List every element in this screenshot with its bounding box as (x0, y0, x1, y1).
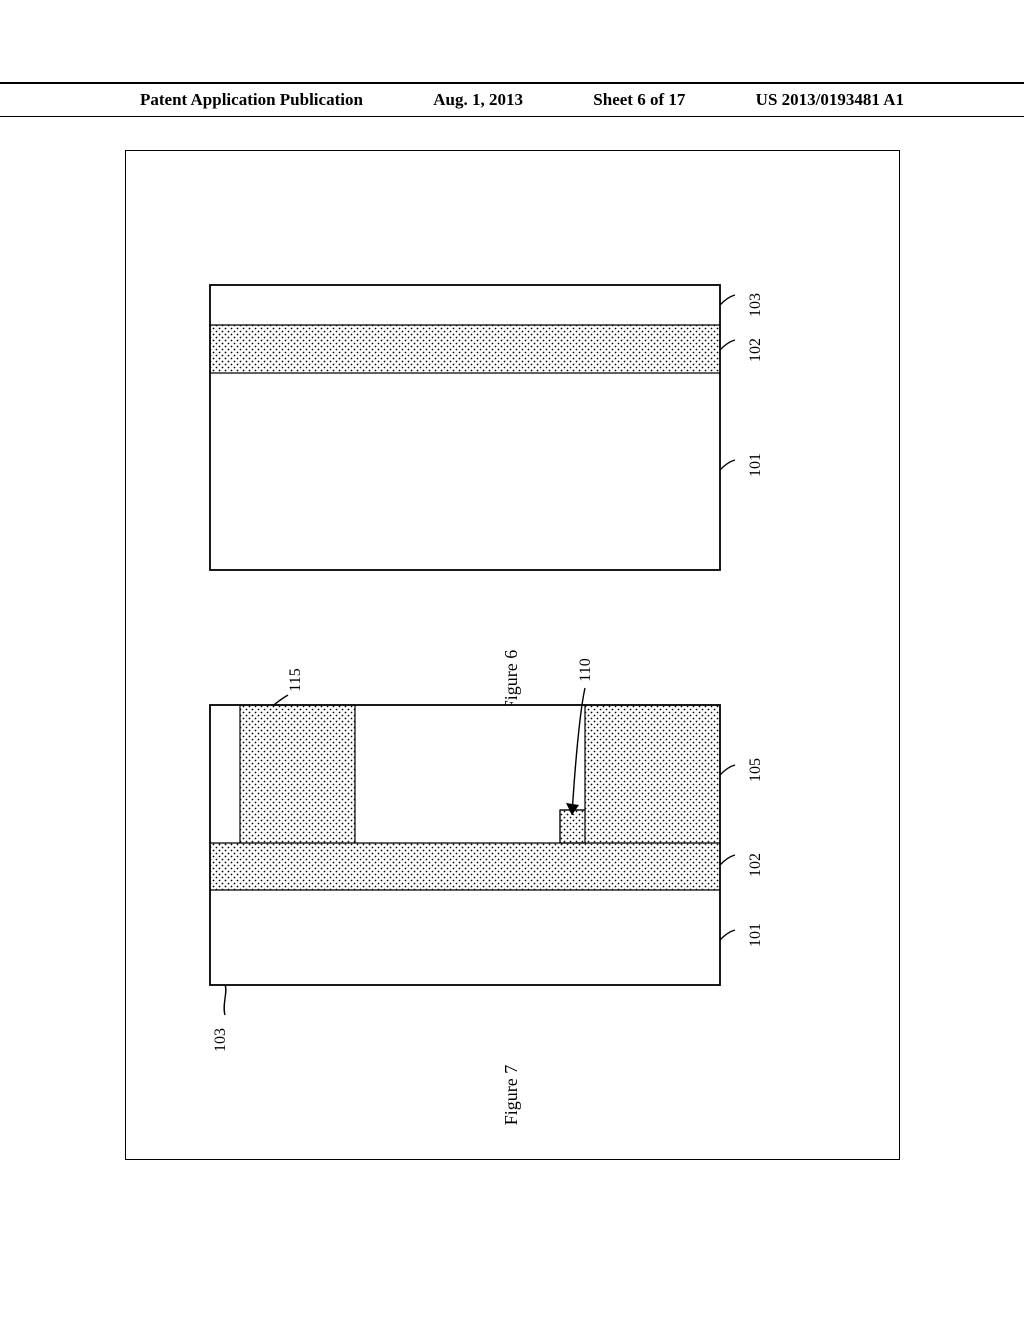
figure-6: 103 102 101 Figure 6 (210, 285, 764, 710)
page-header: Patent Application Publication Aug. 1, 2… (0, 82, 1024, 117)
svg-text:103: 103 (747, 293, 764, 317)
svg-text:110: 110 (577, 658, 594, 681)
svg-text:Figure 6: Figure 6 (501, 650, 521, 711)
svg-text:102: 102 (747, 338, 764, 362)
svg-text:103: 103 (212, 1028, 229, 1052)
figures-container: 103 102 101 Figure 6 105 102 101 103 115 110 Figu… (125, 150, 900, 1165)
publication-number: US 2013/0193481 A1 (756, 90, 904, 110)
svg-text:102: 102 (747, 853, 764, 877)
figure-7: 105 102 101 103 115 110 Figure 7 (210, 658, 764, 1125)
publication-date: Aug. 1, 2013 (433, 90, 523, 110)
svg-text:101: 101 (747, 453, 764, 477)
svg-text:101: 101 (747, 923, 764, 947)
sheet-number: Sheet 6 of 17 (593, 90, 685, 110)
svg-text:105: 105 (747, 758, 764, 782)
publication-label: Patent Application Publication (140, 90, 363, 110)
svg-text:115: 115 (287, 668, 304, 691)
svg-text:Figure 7: Figure 7 (501, 1065, 521, 1126)
